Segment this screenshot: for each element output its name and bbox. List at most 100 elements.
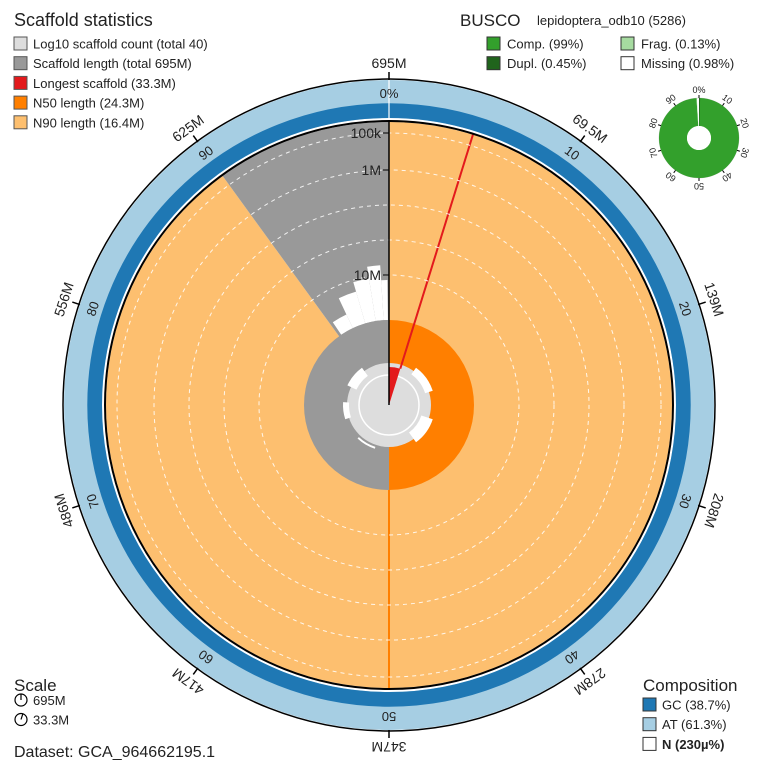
busco-tick-group: 30 [736, 147, 751, 160]
busco-tick [736, 124, 741, 127]
radial-tick-label: 1M [362, 162, 381, 178]
longest-line [399, 134, 474, 370]
legend-label: Log10 scaffold count (total 40) [33, 37, 208, 52]
legend-swatch [13, 95, 28, 110]
dataset: Dataset: GCA_964662195.1 [14, 744, 215, 761]
busco-label: Missing (0.98%) [641, 56, 734, 71]
length-step [381, 280, 388, 321]
percent-tick-label: 90 [196, 143, 217, 164]
length-tick [72, 504, 81, 509]
percent-tick-label: 70 [83, 492, 102, 510]
busco-tick-label: 60 [664, 170, 678, 184]
legend-swatch [13, 56, 28, 71]
legend-swatch [13, 115, 28, 130]
busco-tick-label: 70 [647, 147, 660, 160]
length-tick [697, 504, 706, 509]
count-step [411, 367, 433, 394]
length-step [353, 278, 376, 324]
tick-group: 0% 695M [371, 55, 406, 101]
busco-tick-label: 50 [694, 181, 704, 191]
count-step [343, 402, 351, 420]
busco-tick [736, 149, 741, 152]
busco-tick-group: 40 [720, 170, 734, 184]
percent-tick-label: 20 [676, 300, 695, 318]
busco-swatch [620, 36, 635, 51]
legend-label: N90 length (16.4M) [33, 115, 144, 130]
scale-label: 33.3M [33, 713, 69, 728]
percent-tick-label: 10 [562, 143, 583, 164]
busco-tick-label: 80 [647, 117, 660, 130]
busco-tick-label: 30 [738, 147, 751, 160]
length-step [367, 265, 384, 322]
busco-tick [673, 102, 676, 106]
length-tick-label: 347M [371, 739, 406, 755]
composition-swatch [642, 717, 657, 732]
count-step [408, 415, 433, 443]
busco-tick-label: 0% [692, 85, 705, 95]
length-tick-label: 139M [701, 280, 727, 318]
busco-swatch [620, 56, 635, 71]
grid-circle [188, 204, 590, 606]
composition-swatch [642, 736, 657, 751]
length-tick [579, 667, 586, 675]
scale-icon-tick [20, 713, 24, 720]
legend-label: Scaffold length (total 695M) [33, 56, 192, 71]
composition-label: N (230µ%) [662, 737, 724, 752]
composition-title: Composition [643, 676, 738, 695]
count-step [357, 437, 376, 449]
busco-complete [659, 98, 740, 178]
busco-duplicated [699, 98, 701, 127]
composition-label: GC (38.7%) [662, 698, 731, 713]
length-tick-label: 695M [371, 55, 406, 71]
tick-group: 50 347M [371, 709, 406, 755]
busco-hole [687, 126, 711, 150]
busco-title: BUSCO [460, 11, 520, 30]
composition-swatch [642, 697, 657, 712]
busco-tick-group: 70 [647, 147, 662, 160]
percent-tick-label: 60 [196, 647, 217, 668]
busco-tick-group: 50 [694, 178, 704, 191]
length-tick [72, 301, 81, 306]
busco-tick-group: 0% [692, 85, 706, 98]
scale-label: 695M [33, 693, 66, 708]
radial-tick-label: 10M [354, 267, 381, 283]
busco-tick-label: 20 [738, 117, 751, 130]
busco-label: Comp. (99%) [507, 37, 584, 52]
busco-tick-group: 20 [736, 117, 751, 130]
composition-label: AT (61.3%) [662, 717, 727, 732]
busco-tick-label: 10 [720, 92, 734, 106]
legend-swatch [13, 36, 28, 51]
busco-lineage: lepidoptera_odb10 (5286) [537, 13, 686, 28]
legend-swatch [13, 75, 28, 90]
busco-tick [722, 102, 725, 106]
n50-area [389, 320, 474, 490]
length-step [332, 314, 353, 335]
busco-tick-label: 90 [664, 92, 678, 106]
percent-tick-label: 40 [562, 647, 583, 668]
busco-label: Dupl. (0.45%) [507, 56, 586, 71]
length-tick [579, 135, 586, 143]
busco-tick-group: 80 [647, 117, 662, 130]
n-ring [388, 80, 390, 118]
busco-tick-group: 90 [664, 92, 678, 106]
chart-title: Scaffold statistics [14, 10, 153, 30]
percent-tick-label: 0% [380, 86, 399, 101]
longest-area [389, 367, 401, 405]
length-tick [697, 301, 706, 306]
legend-label: Longest scaffold (33.3M) [33, 76, 176, 91]
plot-border [104, 120, 674, 690]
scale-icon [14, 712, 28, 727]
busco-tick [673, 170, 676, 174]
length-tick [192, 135, 199, 143]
busco-tick-group: 60 [664, 170, 678, 184]
percent-tick-label: 80 [83, 300, 102, 318]
scale-title: Scale [14, 676, 57, 695]
count-step [347, 367, 368, 390]
percent-tick-label: 50 [382, 709, 396, 724]
busco-tick [657, 124, 662, 127]
busco-swatch [486, 36, 501, 51]
busco-tick-label: 40 [720, 170, 734, 184]
legend-label: N50 length (24.3M) [33, 96, 144, 111]
length-step [338, 291, 366, 329]
